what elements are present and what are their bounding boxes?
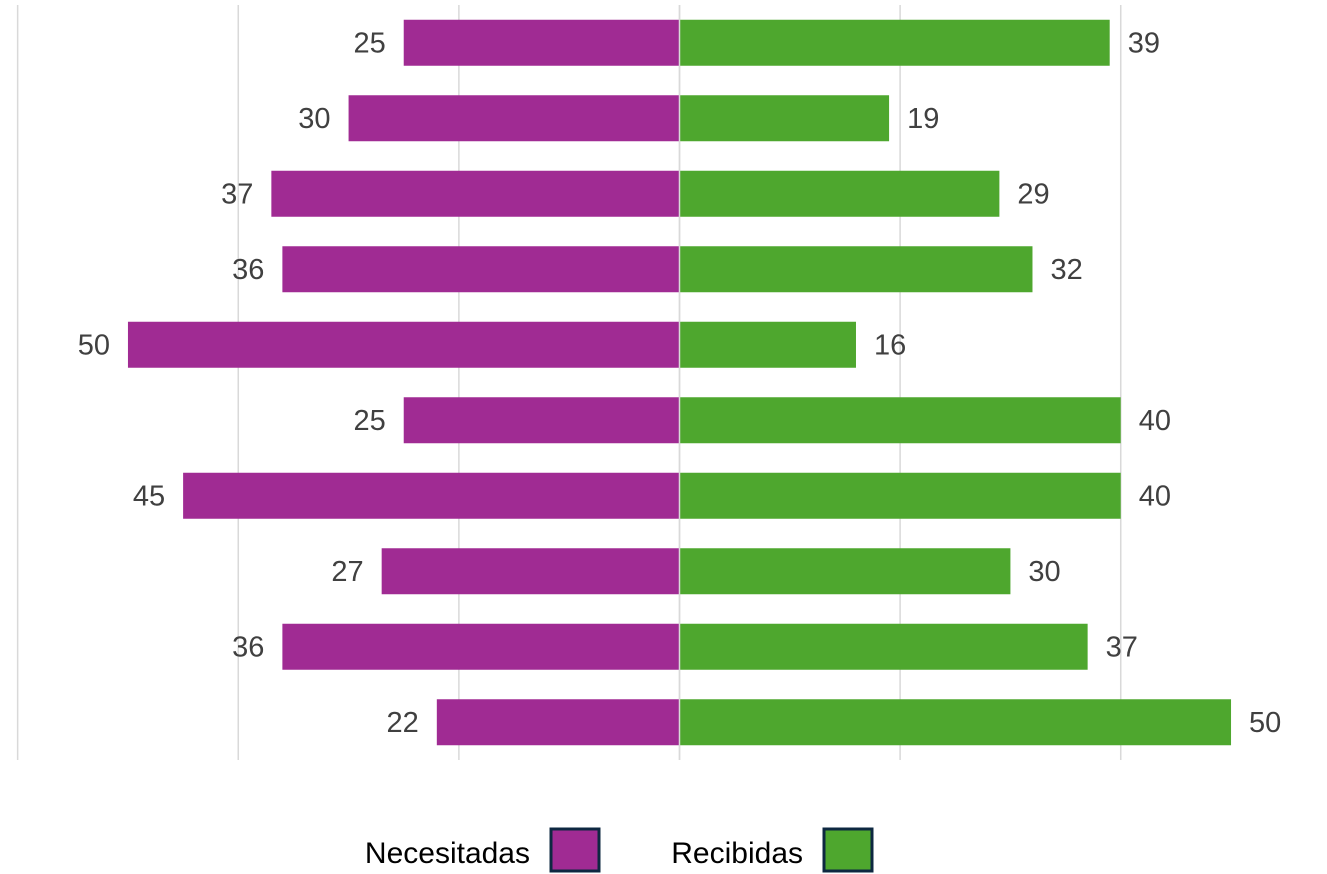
bar <box>127 321 680 368</box>
value-label: 39 <box>1128 27 1160 59</box>
value-label: 16 <box>874 329 906 361</box>
bar <box>679 548 1011 595</box>
bar <box>282 623 680 670</box>
legend-swatch <box>549 827 601 873</box>
value-label: 37 <box>1106 631 1138 663</box>
value-label: 30 <box>1028 556 1060 588</box>
bar <box>679 170 1000 217</box>
bar <box>679 472 1121 519</box>
bar <box>183 472 680 519</box>
legend-swatch <box>822 827 874 873</box>
value-label: 50 <box>78 329 110 361</box>
bar <box>271 170 680 217</box>
value-label: 45 <box>133 480 165 512</box>
value-label: 27 <box>331 556 363 588</box>
value-label: 36 <box>232 631 264 663</box>
bar <box>348 95 680 142</box>
value-label: 25 <box>353 27 385 59</box>
legend-label: Recibidas <box>671 837 803 870</box>
value-label: 32 <box>1050 254 1082 286</box>
bar <box>679 246 1033 293</box>
bar <box>679 699 1232 746</box>
bar <box>282 246 680 293</box>
value-label: 30 <box>298 103 330 135</box>
legend-label: Necesitadas <box>365 837 530 870</box>
value-label: 25 <box>353 405 385 437</box>
value-label: 50 <box>1249 707 1281 739</box>
bar <box>403 397 680 444</box>
bar <box>679 397 1121 444</box>
value-label: 37 <box>221 178 253 210</box>
value-label: 40 <box>1139 480 1171 512</box>
bar <box>679 623 1088 670</box>
value-label: 36 <box>232 254 264 286</box>
bar <box>679 321 856 368</box>
bar <box>679 95 890 142</box>
bar <box>679 19 1110 66</box>
bar <box>381 548 680 595</box>
value-label: 22 <box>387 707 419 739</box>
value-label: 19 <box>907 103 939 135</box>
value-label: 40 <box>1139 405 1171 437</box>
bar <box>436 699 680 746</box>
bar <box>403 19 680 66</box>
value-label: 29 <box>1017 178 1049 210</box>
